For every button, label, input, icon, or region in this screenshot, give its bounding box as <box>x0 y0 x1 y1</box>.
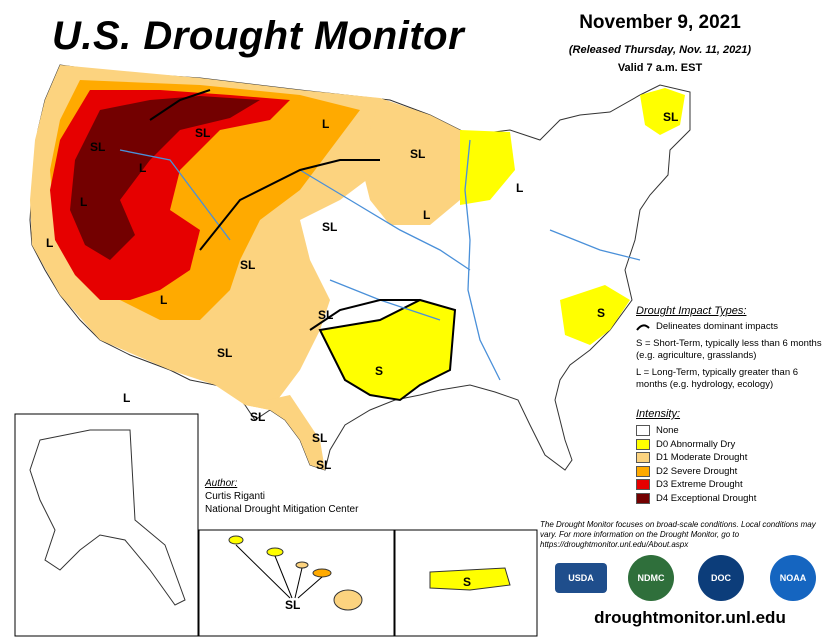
d0-region-southeast <box>560 285 630 345</box>
usda-logo: USDA <box>555 563 607 593</box>
author-heading: Author: <box>205 478 238 489</box>
map-label-sl-oregon: SL <box>90 140 106 154</box>
intensity-label: D2 Severe Drought <box>656 465 738 477</box>
intensity-item: None <box>636 424 826 438</box>
noaa-logo: NOAA <box>770 555 816 601</box>
intensity-items: None D0 Abnormally Dry D1 Moderate Drought… <box>636 424 826 505</box>
d1-region-texas <box>245 395 325 470</box>
intensity-item: D3 Extreme Drought <box>636 478 826 492</box>
ndmc-logo: NDMC <box>628 555 674 601</box>
impact-short-term: S = Short-Term, typically less than 6 mo… <box>636 338 822 361</box>
hawaii-islands <box>228 535 363 611</box>
map-label-l-california: L <box>80 195 88 209</box>
intensity-swatch <box>636 479 650 491</box>
map-label-sl-maine: SL <box>663 110 679 124</box>
intensity-swatch <box>636 452 650 464</box>
intensity-item: D2 Severe Drought <box>636 465 826 479</box>
map-label-sl-hawaii: SL <box>285 598 301 612</box>
intensity-swatch <box>636 492 650 504</box>
impact-long-term: L = Long-Term, typically greater than 6 … <box>636 367 799 390</box>
impact-delineates-row: Delineates dominant impacts <box>636 321 826 333</box>
intensity-label: D4 Exceptional Drought <box>656 492 757 504</box>
impact-delineates-text: Delineates dominant impacts <box>656 321 778 332</box>
author-org: National Drought Mitigation Center <box>205 504 359 515</box>
d0-region-south <box>318 298 457 402</box>
map-label-s-arkansas: S <box>375 364 384 378</box>
agency-logos: USDA NDMC DOC NOAA <box>550 555 830 605</box>
d0-region-midwest <box>460 130 515 205</box>
intensity-item: D4 Exceptional Drought <box>636 492 826 506</box>
map-label-sl-colorado: SL <box>240 258 256 272</box>
map-label-sl-westtexas: SL <box>250 410 266 424</box>
map-title: U.S. Drought Monitor <box>52 14 465 58</box>
d1-region-north <box>360 98 470 225</box>
doc-logo: DOC <box>698 555 744 601</box>
map-label-l-iowa: L <box>423 208 431 222</box>
impact-types-legend: Drought Impact Types: Delineates dominan… <box>636 305 826 396</box>
website-url[interactable]: droughtmonitor.unl.edu <box>594 608 786 627</box>
map-date: November 9, 2021 <box>579 12 741 33</box>
map-label-l-idaho: L <box>139 161 147 175</box>
map-label-l-arizona: L <box>123 391 131 405</box>
author-name: Curtis Riganti <box>205 491 266 502</box>
map-label-sl-gulf: SL <box>316 458 332 472</box>
map-label-sl-minnesota: SL <box>410 147 426 161</box>
map-label-sl-southtexas: SL <box>312 431 328 445</box>
intensity-label: D1 Moderate Drought <box>656 452 748 464</box>
d0-region-northeast <box>640 88 685 135</box>
impact-types-heading: Drought Impact Types: <box>636 305 747 317</box>
intensity-item: D1 Moderate Drought <box>636 451 826 465</box>
intensity-label: D3 Extreme Drought <box>656 479 743 491</box>
hawaii-callouts <box>235 544 323 599</box>
map-label-l-nevada: L <box>46 236 54 250</box>
alaska-shape <box>29 429 186 606</box>
intensity-swatch <box>636 465 650 477</box>
map-label-s-carolina: S <box>597 306 606 320</box>
d4-region <box>70 96 260 260</box>
puerto-rico-shape <box>429 567 511 591</box>
hawaii-inset <box>198 529 395 637</box>
map-label-l-wisconsin: L <box>516 181 524 195</box>
intensity-swatch <box>636 425 650 437</box>
map-label-sl-nebraska: SL <box>322 220 338 234</box>
map-label-l-utah: L <box>160 293 168 307</box>
boundary-line-icon <box>636 324 650 331</box>
intensity-heading: Intensity: <box>636 408 681 420</box>
intensity-swatch <box>636 438 650 450</box>
info-note: The Drought Monitor focuses on broad-sca… <box>540 520 816 549</box>
author-block: Author: Curtis Riganti National Drought … <box>205 477 358 516</box>
map-label-s-puertorico: S <box>463 575 472 589</box>
valid-time: Valid 7 a.m. EST <box>617 62 703 74</box>
intensity-item: D0 Abnormally Dry <box>636 438 826 452</box>
map-label-sl-newmexico: SL <box>217 346 233 360</box>
impact-boundaries <box>149 89 420 331</box>
release-date: (Released Thursday, Nov. 11, 2021) <box>568 44 752 56</box>
map-label-l-montana: L <box>322 117 330 131</box>
map-label-sl-northwest: SL <box>195 126 211 140</box>
intensity-label: None <box>656 425 679 437</box>
intensity-legend: Intensity: None D0 Abnormally Dry D1 Moder… <box>636 408 826 505</box>
intensity-label: D0 Abnormally Dry <box>656 438 736 450</box>
map-label-sl-kansas: SL <box>318 308 334 322</box>
